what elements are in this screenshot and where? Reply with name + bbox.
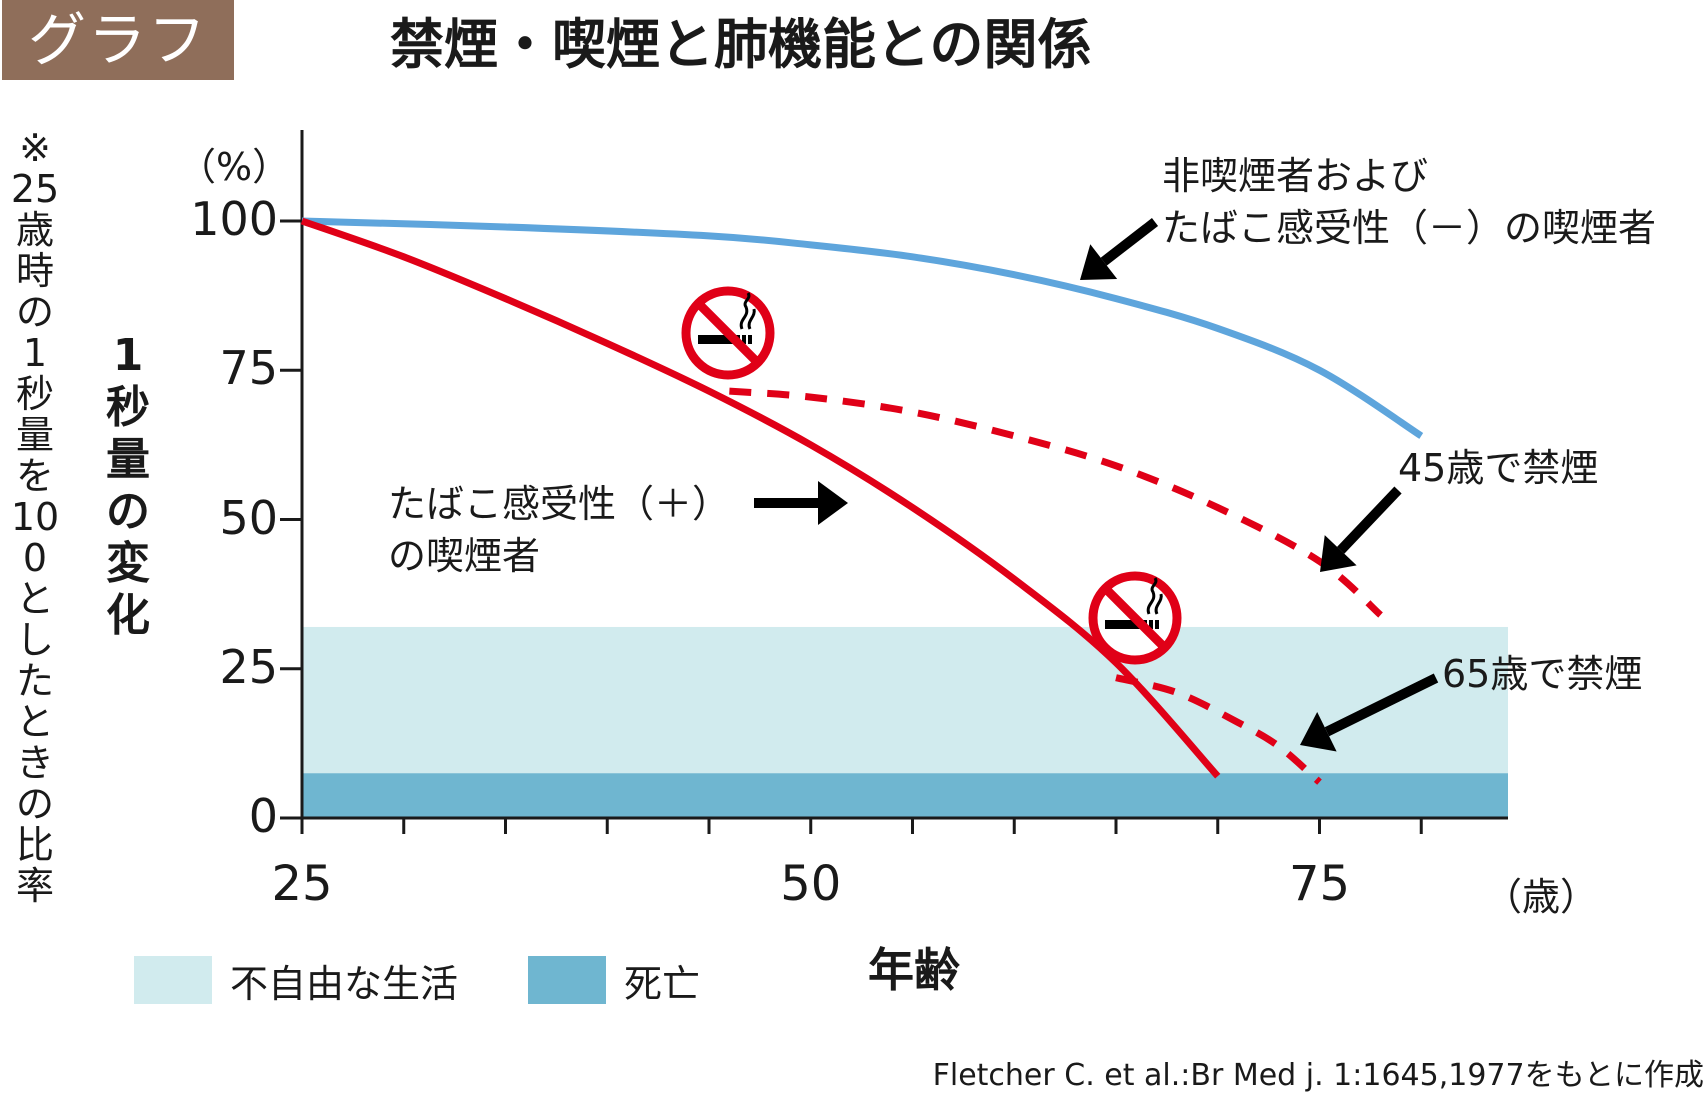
x-axis-label: 年齢 bbox=[868, 943, 960, 997]
arrow-head bbox=[1080, 244, 1118, 280]
arrow-shaft bbox=[1100, 218, 1159, 266]
cigarette-ash bbox=[748, 335, 752, 344]
y-tick-label: 25 bbox=[219, 639, 278, 694]
series-line-quit65 bbox=[1115, 674, 1322, 785]
x-tick-label: 75 bbox=[1288, 856, 1351, 912]
arrow-shaft bbox=[1337, 486, 1402, 554]
y-tick-label: 0 bbox=[248, 789, 278, 843]
cigarette-tip bbox=[742, 335, 746, 344]
legend-swatch-death bbox=[528, 956, 606, 1004]
x-axis-unit: （歳） bbox=[1484, 875, 1599, 919]
arrow-head bbox=[1320, 535, 1357, 572]
no-smoking-slash bbox=[694, 299, 762, 367]
quit45-label: 45歳で禁煙 bbox=[1398, 446, 1599, 490]
arrow-icon bbox=[754, 481, 848, 525]
smoker-label-line1: たばこ感受性（＋） bbox=[388, 482, 731, 526]
cigarette-tip bbox=[1149, 620, 1153, 629]
no-smoking-slash bbox=[1101, 584, 1169, 652]
cigarette-ash bbox=[1155, 620, 1159, 629]
source-citation: Fletcher C. et al.:Br Med j. 1:1645,1977… bbox=[932, 1058, 1704, 1093]
arrow-shaft bbox=[1324, 673, 1439, 737]
band-disability bbox=[302, 626, 1508, 774]
arrow-icon bbox=[1300, 673, 1439, 752]
arrow-icon bbox=[1320, 486, 1402, 572]
smoker-label: たばこ感受性（＋） の喫煙者 bbox=[388, 478, 730, 582]
y-tick-label: 50 bbox=[219, 490, 278, 545]
series-line-quit45 bbox=[729, 387, 1383, 618]
legend-label-disability: 不自由な生活 bbox=[230, 961, 459, 1006]
legend-death: 死亡 bbox=[528, 956, 700, 1006]
y-tick-label: 75 bbox=[219, 341, 278, 396]
y-axis-unit: （%） bbox=[178, 145, 291, 189]
legend-label-death: 死亡 bbox=[624, 961, 701, 1006]
y-axis-label: 1秒量の変化 bbox=[106, 330, 150, 641]
nonsmoker-label: 非喫煙者および たばこ感受性（－）の喫煙者 bbox=[1162, 150, 1656, 254]
nonsmoker-label-line1: 非喫煙者および bbox=[1162, 154, 1429, 198]
y-tick-label: 100 bbox=[190, 192, 278, 246]
arrow-icon bbox=[1080, 218, 1159, 280]
ratio-note: ※25歳時の1秒量を100としたときの比率 bbox=[10, 126, 60, 908]
no-smoking-icon bbox=[1088, 571, 1182, 665]
cigarette-body bbox=[1105, 620, 1147, 629]
chart-title: 禁煙・喫煙と肺機能との関係 bbox=[390, 13, 1092, 76]
graph-badge: グラフ bbox=[2, 0, 234, 80]
quit65-label: 65歳で禁煙 bbox=[1442, 652, 1643, 696]
series-line-smoker bbox=[300, 217, 1221, 779]
smoke-wisp bbox=[1154, 593, 1163, 615]
smoke-wisp bbox=[747, 308, 756, 330]
x-tick-label: 25 bbox=[271, 856, 333, 912]
legend-disability: 不自由な生活 bbox=[134, 956, 458, 1006]
no-smoking-icon bbox=[681, 286, 775, 380]
smoker-label-line2: の喫煙者 bbox=[388, 534, 541, 578]
band-death bbox=[302, 773, 1508, 818]
nonsmoker-label-line2: たばこ感受性（－）の喫煙者 bbox=[1162, 206, 1657, 250]
cigarette-body bbox=[698, 335, 740, 344]
legend-swatch-disability bbox=[134, 956, 212, 1004]
smoke-wisp bbox=[1146, 577, 1158, 615]
arrow-head bbox=[1300, 712, 1337, 752]
arrow-head bbox=[818, 481, 848, 525]
x-tick-label: 50 bbox=[780, 856, 842, 912]
series-line-nonsmoker bbox=[301, 217, 1424, 439]
smoke-wisp bbox=[739, 292, 751, 330]
